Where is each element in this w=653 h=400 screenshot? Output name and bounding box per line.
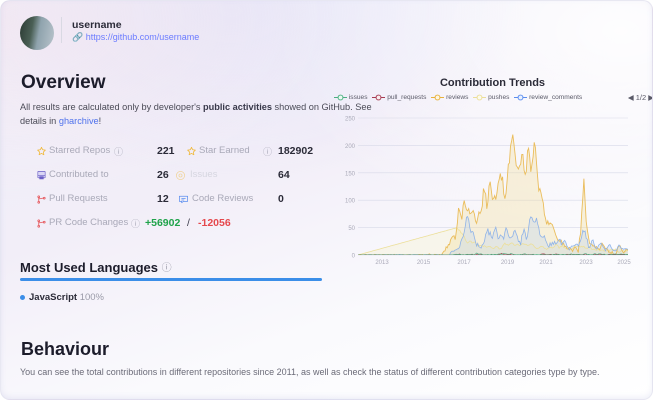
svg-text:100: 100	[345, 199, 356, 205]
svg-text:2017: 2017	[457, 260, 471, 266]
svg-text:2013: 2013	[375, 260, 389, 266]
svg-text:2021: 2021	[539, 260, 553, 266]
svg-text:50: 50	[348, 226, 355, 232]
svg-text:2025: 2025	[617, 260, 631, 266]
svg-text:2023: 2023	[579, 260, 593, 266]
svg-text:2015: 2015	[417, 260, 431, 266]
svg-text:0: 0	[352, 254, 356, 260]
svg-text:2019: 2019	[501, 260, 515, 266]
svg-text:250: 250	[345, 117, 356, 123]
svg-text:200: 200	[345, 144, 356, 150]
svg-text:150: 150	[345, 171, 356, 177]
